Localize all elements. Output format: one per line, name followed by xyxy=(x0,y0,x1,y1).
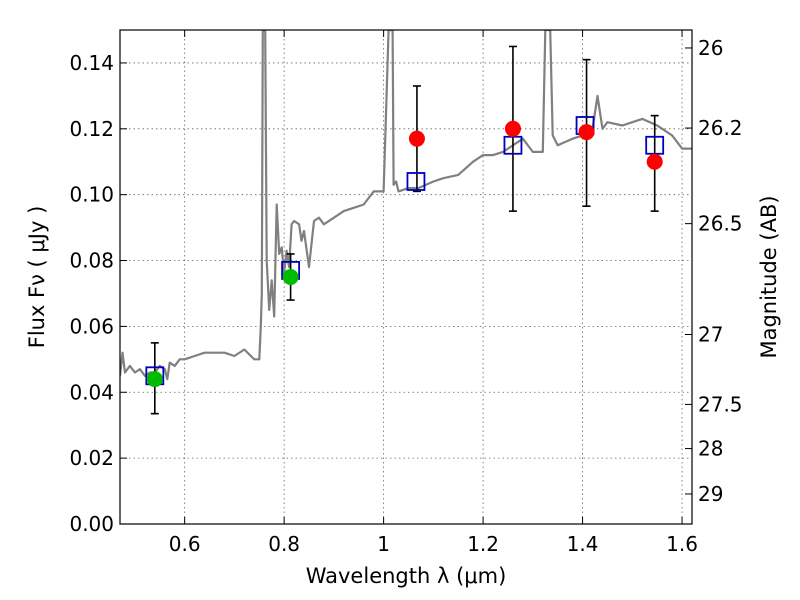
x-tick-label: 0.8 xyxy=(268,532,300,556)
y2-tick-label: 29 xyxy=(698,482,723,506)
y2-axis-label: Magnitude (AB) xyxy=(757,195,781,358)
observed-photometry-layer xyxy=(146,120,663,388)
y2-axis-ticks: 26 26.2 26.5 27 27.5 28 29 xyxy=(685,36,743,506)
y-axis-label: Flux Fν ( μJy ) xyxy=(25,206,49,349)
y2-tick-label: 26.2 xyxy=(698,116,743,140)
x-tick-label: 1.4 xyxy=(567,532,599,556)
y-axis-ticks: 0.00 0.02 0.04 0.06 0.08 0.10 0.12 0.14 xyxy=(69,51,127,536)
plot-background xyxy=(120,30,692,524)
y-tick-label: 0.14 xyxy=(69,51,114,75)
y2-tick-label: 27.5 xyxy=(698,392,743,416)
observed-point xyxy=(646,153,663,170)
y2-tick-label: 26 xyxy=(698,36,723,60)
x-tick-label: 1.2 xyxy=(467,532,499,556)
y2-tick-label: 27 xyxy=(698,322,723,346)
y-tick-label: 0.06 xyxy=(69,314,114,338)
x-tick-label: 1.6 xyxy=(666,532,698,556)
y-tick-label: 0.08 xyxy=(69,249,114,273)
y-tick-label: 0.02 xyxy=(69,446,114,470)
observed-point xyxy=(578,124,595,141)
y2-tick-label: 26.5 xyxy=(698,212,743,236)
y-tick-label: 0.04 xyxy=(69,380,114,404)
x-tick-label: 0.6 xyxy=(169,532,201,556)
y2-tick-label: 28 xyxy=(698,437,723,461)
plot-frame xyxy=(119,29,693,525)
model-square xyxy=(406,172,426,191)
spectrum-layer xyxy=(120,30,692,381)
x-axis-label: Wavelength λ (μm) xyxy=(306,564,507,588)
observed-point xyxy=(408,130,425,147)
x-axis-ticks: 0.6 0.8 1 1.2 1.4 1.6 xyxy=(169,30,698,556)
y-tick-label: 0.10 xyxy=(69,183,114,207)
observed-point xyxy=(504,120,521,137)
y-tick-label: 0.00 xyxy=(69,512,114,536)
observed-point xyxy=(282,269,299,285)
x-tick-label: 1 xyxy=(377,532,390,556)
observed-point xyxy=(146,371,163,388)
y-tick-label: 0.12 xyxy=(69,117,114,141)
spectrum-line xyxy=(120,30,692,381)
